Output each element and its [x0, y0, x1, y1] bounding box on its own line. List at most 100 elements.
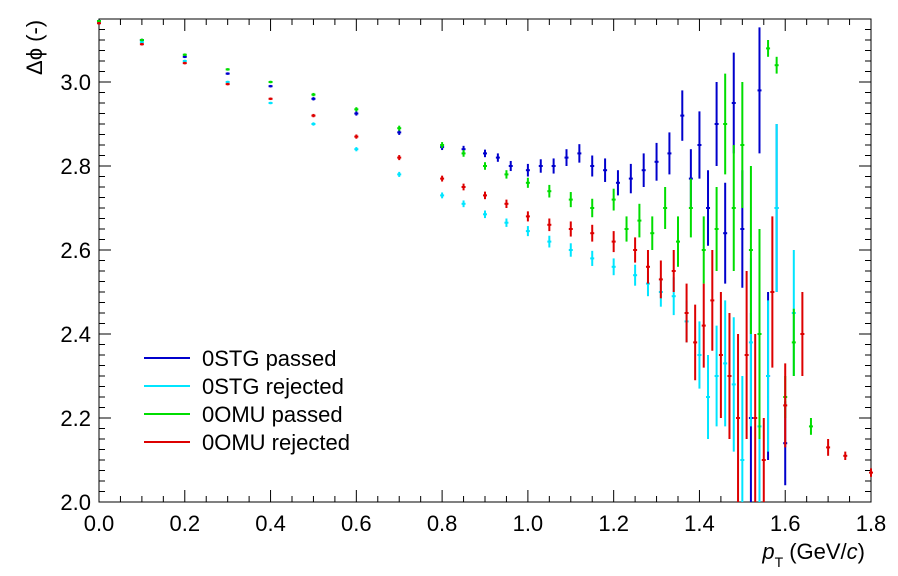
data-point	[564, 149, 569, 166]
data-point	[268, 101, 273, 105]
x-axis-label-unit-post: )	[858, 539, 865, 564]
data-point	[97, 21, 101, 25]
data-point	[766, 40, 771, 57]
data-point	[826, 439, 831, 456]
data-point	[268, 80, 273, 84]
data-point	[483, 191, 487, 200]
data-point	[397, 171, 402, 177]
data-point	[268, 84, 273, 88]
data-point	[791, 308, 796, 376]
data-point	[139, 38, 144, 42]
data-point	[701, 216, 706, 284]
data-point	[770, 216, 775, 368]
data-point	[311, 97, 316, 101]
x-tick-label: 0.6	[341, 511, 372, 536]
data-point	[654, 142, 659, 181]
data-point	[710, 250, 715, 351]
data-point	[461, 200, 466, 208]
data-point	[611, 258, 616, 276]
data-point	[603, 158, 608, 182]
data-point	[525, 163, 530, 177]
data-point	[637, 203, 642, 238]
data-point	[723, 300, 728, 427]
y-tick-label: 3.0	[60, 70, 91, 95]
data-point	[650, 216, 655, 250]
data-point	[641, 153, 646, 187]
data-point	[504, 218, 509, 227]
y-tick-label: 2.8	[60, 154, 91, 179]
data-point	[693, 304, 698, 381]
series-0stg-passed	[97, 19, 788, 502]
data-point	[714, 82, 719, 166]
data-point	[525, 177, 530, 188]
data-point	[590, 198, 595, 218]
data-point	[440, 192, 445, 199]
data-point	[697, 111, 702, 179]
x-tick-label: 1.6	[770, 511, 801, 536]
legend-label-0stg-rejected: 0STG rejected	[202, 374, 344, 399]
data-point	[568, 243, 573, 257]
data-point	[354, 147, 359, 152]
data-point	[461, 183, 466, 191]
axis-ticks	[98, 18, 872, 503]
data-point	[611, 188, 616, 211]
data-point	[311, 92, 316, 97]
data-point	[761, 418, 766, 502]
x-tick-label: 1.0	[513, 511, 544, 536]
y-tick-label: 2.0	[60, 490, 91, 515]
data-point	[731, 317, 736, 452]
legend-label-0stg-passed: 0STG passed	[202, 346, 337, 371]
data-point	[843, 451, 848, 460]
data-point	[645, 250, 650, 284]
x-tick-label: 0.0	[84, 511, 115, 536]
x-tick-label: 1.8	[856, 511, 887, 536]
data-point	[718, 292, 723, 418]
x-axis-label: pT (GeV/c)	[761, 539, 865, 570]
x-tick-label: 1.4	[684, 511, 715, 536]
data-point	[495, 153, 500, 162]
data-point	[354, 107, 359, 112]
data-point	[483, 149, 487, 158]
data-point	[697, 321, 702, 389]
data-point	[740, 82, 745, 208]
data-point	[354, 134, 359, 139]
data-point	[736, 334, 741, 502]
data-point	[753, 334, 758, 502]
data-point	[225, 72, 230, 75]
data-point	[731, 52, 736, 154]
data-point	[590, 155, 595, 177]
x-axis-label-unit-var: c	[847, 539, 858, 564]
data-point	[744, 271, 749, 439]
data-point	[706, 170, 711, 246]
y-axis-label: Δϕ (-)	[22, 20, 47, 75]
series-0omu-passed	[97, 19, 813, 439]
data-point	[684, 283, 689, 343]
data-point	[757, 229, 762, 439]
data-point	[590, 224, 595, 242]
data-point	[869, 468, 873, 477]
data-point	[525, 211, 530, 222]
legend-label-0omu-rejected: 0OMU rejected	[202, 430, 350, 455]
x-tick-label: 0.8	[427, 511, 458, 536]
data-point	[800, 292, 805, 376]
data-point	[440, 142, 445, 148]
data-point	[658, 260, 663, 299]
data-point	[577, 144, 582, 163]
x-tick-label: 1.2	[598, 511, 629, 536]
data-point	[504, 199, 509, 208]
data-point	[723, 73, 728, 175]
data-point	[757, 27, 762, 154]
data-point	[547, 235, 552, 248]
data-point	[225, 82, 230, 86]
data-point	[714, 187, 719, 271]
data-point	[568, 221, 573, 237]
legend: 0STG passed 0STG rejected 0OMU passed 0O…	[144, 346, 350, 455]
data-point	[615, 170, 620, 196]
y-tick-label: 2.4	[60, 322, 91, 347]
data-point	[225, 68, 230, 71]
x-axis-label-unit-pre: (GeV/	[789, 539, 847, 564]
data-point	[766, 300, 771, 452]
data-point	[551, 158, 556, 174]
x-axis-label-sub: T	[775, 554, 784, 570]
